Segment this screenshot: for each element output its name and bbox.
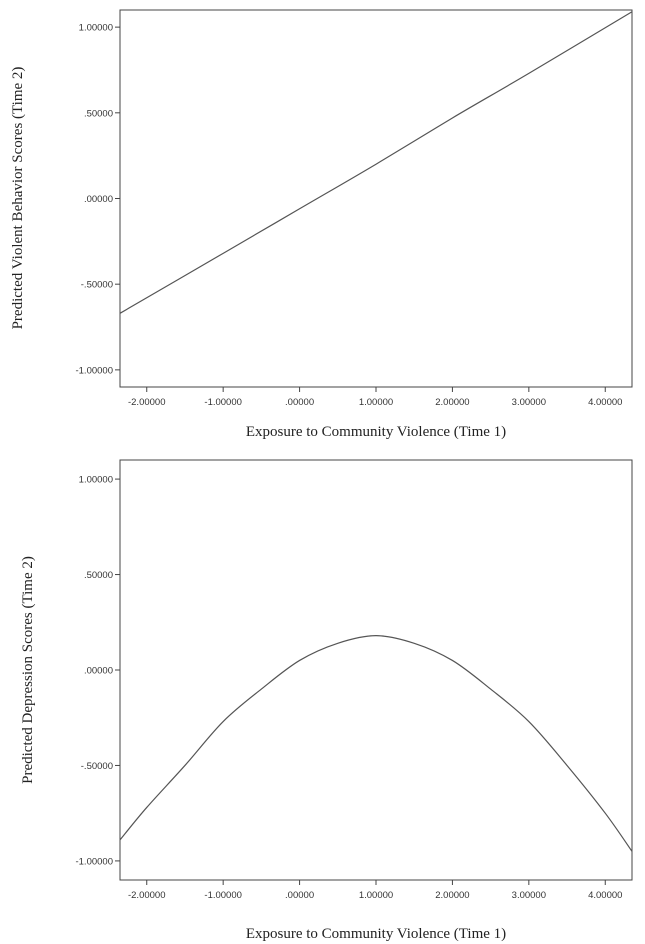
y-tick-label: 1.00000 [79, 23, 113, 34]
y-tick-label: 1.00000 [79, 475, 113, 486]
y-axis-title: Predicted Depression Scores (Time 2) [20, 556, 36, 784]
x-tick-label: 2.00000 [435, 890, 469, 901]
x-tick-label: 3.00000 [512, 397, 546, 408]
series-group [119, 11, 633, 314]
x-tick-label: -1.00000 [204, 397, 242, 408]
series-group [119, 635, 633, 852]
y-tick-label: .00000 [84, 666, 113, 677]
x-tick-label: 4.00000 [588, 890, 622, 901]
y-tick-label: -.50000 [81, 280, 113, 291]
y-tick-label: .00000 [84, 194, 113, 205]
series-line-0 [119, 11, 633, 314]
y-axis-ticks: 1.00000 .50000 .00000 -.50000 -1.00000 [75, 475, 120, 867]
x-tick-label: -2.00000 [128, 890, 166, 901]
plot-frame [119, 9, 633, 388]
x-tick-label: 3.00000 [512, 890, 546, 901]
y-tick-label: -1.00000 [75, 365, 113, 376]
chart-panel-violent-behavior: 1.00000 .50000 .00000 -.50000 -1.00000 -2.00… [10, 9, 633, 440]
x-tick-label: .00000 [285, 397, 314, 408]
x-tick-label: .00000 [285, 890, 314, 901]
x-tick-label: -2.00000 [128, 397, 166, 408]
x-axis-title: Exposure to Community Violence (Time 1) [246, 926, 506, 942]
x-tick-label: 4.00000 [588, 397, 622, 408]
x-axis-ticks: -2.00000 -1.00000 .00000 1.00000 2.00000 3.00… [128, 387, 622, 408]
x-tick-label: 2.00000 [435, 397, 469, 408]
chart-panel-depression: 1.00000 .50000 .00000 -.50000 -1.00000 -2.00… [20, 459, 633, 942]
y-tick-label: -.50000 [81, 761, 113, 772]
x-axis-ticks: -2.00000 -1.00000 .00000 1.00000 2.00000 3.00… [128, 880, 622, 901]
series-line-0 [119, 635, 633, 852]
x-tick-label: -1.00000 [204, 890, 242, 901]
y-tick-label: .50000 [84, 570, 113, 581]
y-axis-ticks: 1.00000 .50000 .00000 -.50000 -1.00000 [75, 23, 120, 376]
x-tick-label: 1.00000 [359, 397, 393, 408]
x-tick-label: 1.00000 [359, 890, 393, 901]
plot-frame [119, 459, 633, 881]
y-tick-label: -1.00000 [75, 856, 113, 867]
y-tick-label: .50000 [84, 108, 113, 119]
y-axis-title: Predicted Violent Behavior Scores (Time … [10, 67, 26, 330]
x-axis-title: Exposure to Community Violence (Time 1) [246, 424, 506, 440]
